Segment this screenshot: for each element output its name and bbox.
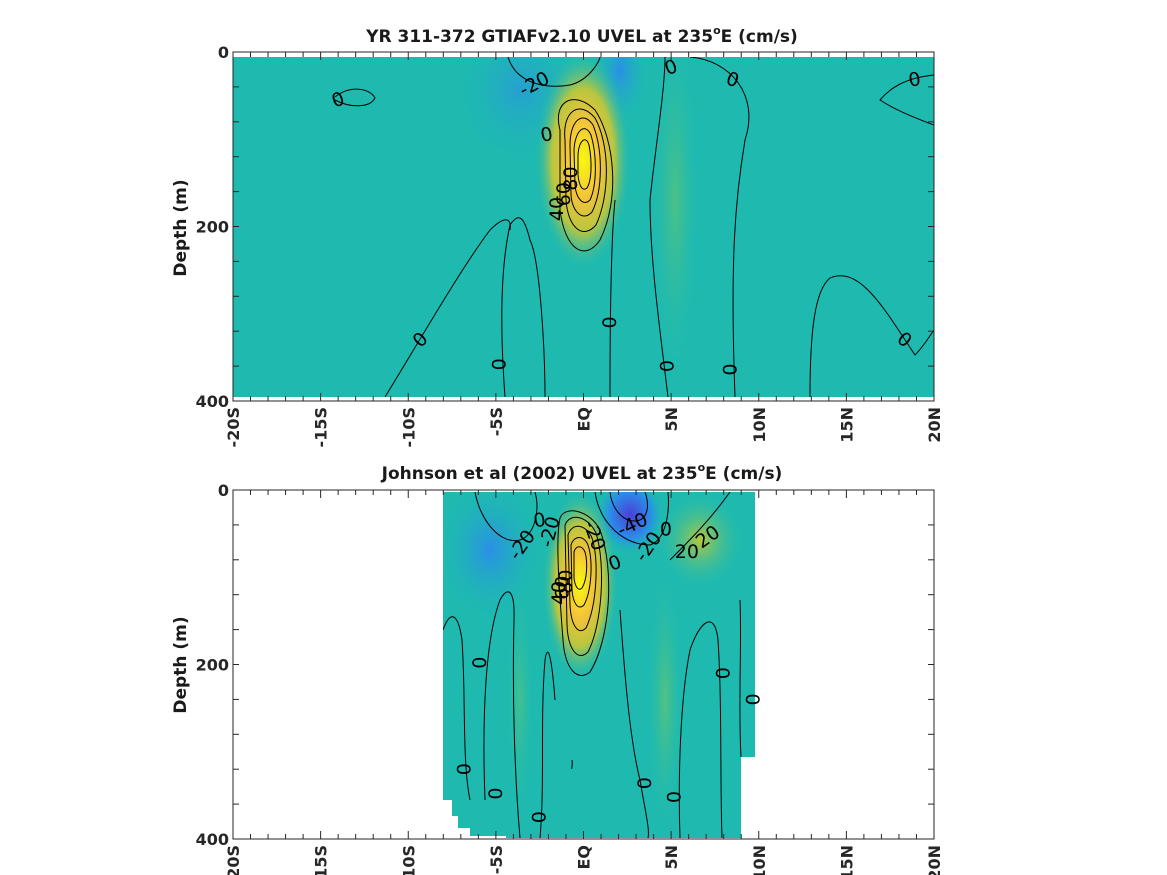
bot-contour-label: 20 [675,541,699,563]
bottom-contour-20-ne [669,492,731,561]
top-x-tick-label: 5N [662,407,681,432]
bot-contour-label: 80 [555,570,577,594]
top-contour-40 [569,117,601,217]
bot-y-tick-label: 0 [218,481,229,500]
bot-contour-label: 60 [551,576,573,600]
bottom-contour-minus20-east [594,492,669,546]
bot-contour-label: 0 [634,777,656,789]
top-contour-label: 80 [560,166,582,190]
top-contour-minus20 [507,57,601,87]
bot-contour-label: 0 [742,693,764,705]
top-x-tick-label: EQ [575,407,594,432]
top-y-tick-label: 400 [196,392,229,411]
top-x-tick-label: -5S [487,407,506,436]
top-contour-label: 0 [488,358,510,370]
bot-x-tick-label: 10N [750,845,769,875]
bottom-field [443,492,755,838]
top-contour-0-left [501,217,546,397]
bottom-contour-minus40 [609,492,648,522]
bot-x-tick-label: -10S [399,845,418,875]
top-contour-0-mid [609,199,616,397]
top-x-tick-label: 20N [925,407,944,443]
bot-contour-label: 0 [453,763,475,775]
bot-y-tick-label: 400 [196,830,229,849]
bot-x-tick-label: -5S [487,845,506,874]
bottom-contour-tiny [571,759,573,769]
top-contour-20 [564,108,607,232]
bottom-y-axis-label: Depth (m) [171,616,191,713]
top-eastward-band [650,57,700,390]
bot-y-tick-label: 200 [196,656,229,675]
bot-contour-label: 0 [660,518,672,540]
bottom-contour-minus20-west [474,492,538,542]
top-contour-label: 0 [599,316,621,328]
top-contour-60 [573,128,596,203]
bottom-panel: Johnson et al (2002) UVEL at 235oE (cm/s… [171,461,944,875]
bottom-panel-title: Johnson et al (2002) UVEL at 235oE (cm/s… [381,461,783,484]
bot-x-tick-label: 5N [662,845,681,870]
bot-x-tick-label: 15N [837,845,856,875]
top-contour-label: 40 [546,197,568,221]
top-panel-title: YR 311-372 GTIAFv2.10 UVEL at 235oE (cm/… [365,24,798,47]
top-x-tick-label: -10S [399,407,418,447]
top-undercurrent-core [535,57,631,270]
top-y-axis-label: Depth (m) [171,179,191,276]
bottom-contour-40 [567,525,597,632]
bot-x-tick-label: EQ [575,845,594,870]
top-contour-label: 0 [720,364,742,376]
top-contour-0-west-loop [334,88,376,107]
top-x-tick-label: -20S [224,407,243,447]
top-contour-label: 0 [657,360,679,372]
bot-contour-label: 0 [713,667,735,679]
bottom-x-axis: -20S -15S -10S -5S EQ 5N 10N 15N 20N [224,490,944,875]
top-contour-0-arc-sw [384,219,511,397]
top-y-tick-label: 0 [218,43,229,62]
top-contour-label: 0 [539,123,555,147]
bot-contour-label: 0 [485,788,507,800]
top-x-tick-label: -15S [312,407,331,447]
top-contour-label: 60 [553,182,575,206]
bot-x-tick-label: 20N [925,845,944,875]
bottom-contours [443,492,742,838]
bottom-contour-0-east [678,621,723,838]
bottom-contour-20 [564,516,602,657]
bottom-contour-0-west [483,591,521,838]
bot-contour-label: 40 [548,581,570,605]
top-contour-0-east [649,57,669,397]
bot-x-tick-label: -15S [312,845,331,875]
bottom-eastward-band [647,560,683,838]
bottom-contour-0-edge [739,599,742,758]
bottom-strong-westward [595,492,665,555]
top-contour-0-ne [879,74,934,126]
top-contour-0-far-east [689,57,750,397]
top-contour-0-jet [557,99,614,252]
bottom-contour-80 [573,546,588,590]
top-contour-label: 0 [907,68,923,92]
top-y-tick-label: 200 [196,218,229,237]
bottom-contour-0-jet [557,510,610,676]
bottom-contour-0-southwest [539,651,556,838]
top-field [233,57,934,397]
top-x-tick-label: 10N [750,407,769,443]
bot-contour-label: 0 [664,791,686,803]
bottom-contour-60 [570,537,592,608]
bot-contour-label: 0 [532,509,548,533]
bot-x-tick-label: -20S [224,845,243,875]
bot-contour-label: 0 [529,811,551,823]
bot-contour-label: 0 [469,657,491,669]
bottom-contour-0-far-west [443,616,471,801]
top-x-axis: -20S -15S -10S -5S EQ 5N 10N 15N 20N [224,52,944,447]
top-x-tick-label: 15N [837,407,856,443]
bottom-contour-0-mid [619,609,649,838]
bottom-undercurrent-core [542,492,618,680]
bottom-eastward-band-west [506,580,534,820]
top-panel: YR 311-372 GTIAFv2.10 UVEL at 235oE (cm/… [171,24,944,447]
bottom-eastward-ne [655,492,745,590]
top-contour-0-se-dome [809,275,934,397]
top-contours [334,57,934,397]
top-contour-80 [577,139,592,190]
